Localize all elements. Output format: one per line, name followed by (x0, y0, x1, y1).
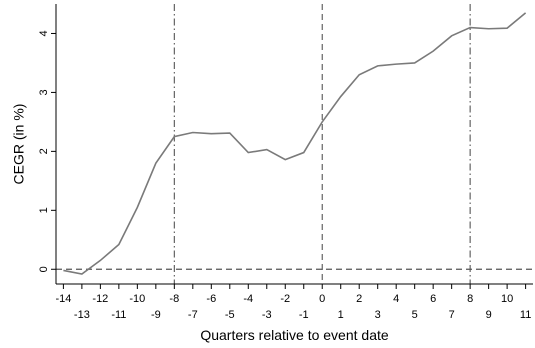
x-tick-label: 0 (319, 293, 325, 305)
x-tick-label: 7 (449, 309, 455, 321)
y-tick-label: 0 (38, 266, 50, 272)
x-tick-label: -6 (206, 293, 216, 305)
x-tick-label: -11 (111, 309, 126, 321)
x-tick-label: 4 (393, 293, 399, 305)
y-axis-title: CEGR (in %) (11, 104, 27, 185)
y-tick-label: 3 (38, 89, 50, 95)
series-line-0 (63, 12, 527, 275)
series-group (63, 12, 527, 275)
x-tick-label: 2 (356, 293, 362, 305)
y-tick-label: 2 (38, 148, 50, 154)
y-tick-label: 1 (38, 207, 50, 213)
x-tick-label: -5 (225, 309, 235, 321)
x-tick-label: -12 (92, 293, 108, 305)
x-tick-label: -1 (299, 309, 309, 321)
x-tick-label: -4 (243, 293, 253, 305)
x-tick-label: 5 (412, 309, 418, 321)
x-tick-label: 10 (501, 293, 513, 305)
x-tick-label: 9 (486, 309, 492, 321)
x-tick-label: -14 (55, 293, 71, 305)
x-tick-label: -13 (74, 309, 90, 321)
x-tick-label: -10 (129, 293, 145, 305)
x-tick-label: -9 (151, 309, 161, 321)
x-tick-label: -8 (169, 293, 179, 305)
axes (55, 4, 533, 285)
x-axis-title: Quarters relative to event date (200, 327, 389, 343)
reference-lines (56, 4, 533, 284)
x-tick-label: -2 (280, 293, 290, 305)
x-tick-label: 11 (520, 309, 531, 321)
x-tick-label: 1 (338, 309, 344, 321)
x-tick-label: 6 (430, 293, 436, 305)
x-tick-label: -3 (262, 309, 272, 321)
x-tick-label: 8 (467, 293, 473, 305)
y-tick-label: 4 (38, 30, 50, 36)
x-tick-label: -7 (188, 309, 198, 321)
x-tick-label: 3 (375, 309, 381, 321)
